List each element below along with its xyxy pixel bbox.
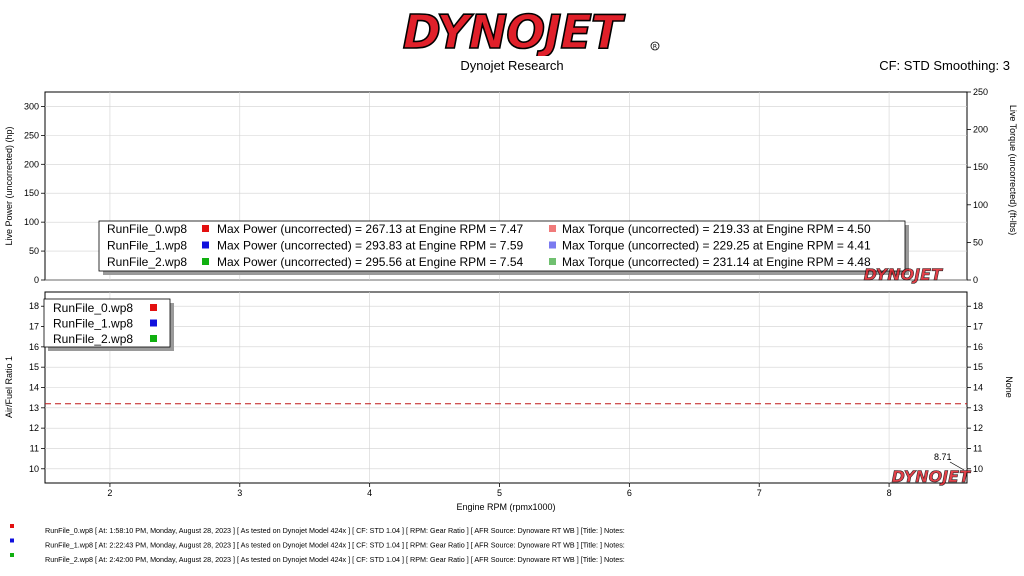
footer-run-info: RunFile_1.wp8 [ At: 2:22:43 PM, Monday, …	[45, 541, 625, 550]
x-tick-label: 4	[367, 488, 372, 498]
legend-max-power: Max Power (uncorrected) = 267.13 at Engi…	[217, 222, 523, 236]
afr-axis-label: Air/Fuel Ratio 1	[4, 356, 14, 418]
power-tick-label: 50	[29, 246, 39, 256]
afr-tick-label: 15	[29, 362, 39, 372]
watermark-upper: DYNOJET	[864, 265, 944, 284]
legend-power-swatch	[202, 225, 209, 232]
dynojet-logo: DYNOJET R	[402, 6, 660, 56]
power-tick-label: 100	[24, 217, 39, 227]
none-tick-label: 17	[973, 322, 983, 332]
svg-text:DYNOJET: DYNOJET	[403, 6, 626, 56]
legend-run-file: RunFile_0.wp8	[107, 222, 187, 236]
torque-tick-label: 250	[973, 87, 988, 97]
legend-power-swatch	[202, 258, 209, 265]
power-tick-label: 0	[34, 275, 39, 285]
none-tick-label: 10	[973, 464, 983, 474]
none-tick-label: 18	[973, 301, 983, 311]
legend-run-file: RunFile_1.wp8	[107, 239, 187, 253]
afr-legend-swatch	[150, 304, 157, 311]
footer-run-info: RunFile_0.wp8 [ At: 1:58:10 PM, Monday, …	[45, 526, 625, 535]
none-tick-label: 14	[973, 383, 983, 393]
afr-tick-label: 17	[29, 322, 39, 332]
torque-tick-label: 150	[973, 162, 988, 172]
footer-run-info: RunFile_2.wp8 [ At: 2:42:00 PM, Monday, …	[45, 555, 625, 564]
max-values-legend: RunFile_0.wp8 Max Power (uncorrected) = 2…	[98, 220, 909, 275]
footer-run-swatch	[10, 524, 14, 528]
none-axis-label: None	[1004, 376, 1014, 398]
afr-tick-label: 10	[29, 464, 39, 474]
torque-tick-label: 50	[973, 237, 983, 247]
power-tick-label: 150	[24, 188, 39, 198]
afr-tick-label: 14	[29, 383, 39, 393]
legend-torque-swatch	[549, 258, 556, 265]
power-axis-label: Live Power (uncorrected) (hp)	[4, 126, 14, 245]
legend-power-swatch	[202, 241, 209, 249]
torque-tick-label: 200	[973, 125, 988, 135]
rpm-axis-label: Engine RPM (rpmx1000)	[456, 502, 555, 512]
afr-legend-box	[43, 298, 171, 348]
afr-tick-label: 16	[29, 342, 39, 352]
svg-text:R: R	[653, 44, 657, 51]
afr-legend-item: RunFile_0.wp8	[53, 301, 133, 315]
afr-legend-item: RunFile_1.wp8	[53, 317, 133, 331]
torque-axis-label: Live Torque (uncorrected) (ft-lbs)	[1008, 105, 1018, 235]
afr-legend-swatch	[150, 335, 157, 342]
x-tick-label: 8	[887, 488, 892, 498]
x-tick-label: 3	[237, 488, 242, 498]
legend-torque-swatch	[549, 241, 556, 249]
legend-run-file: RunFile_2.wp8	[107, 255, 187, 269]
power-tick-label: 300	[24, 101, 39, 111]
x-tick-label: 2	[107, 488, 112, 498]
afr-legend-swatch	[150, 319, 157, 327]
legend-max-power: Max Power (uncorrected) = 295.56 at Engi…	[217, 255, 523, 269]
none-tick-label: 16	[973, 342, 983, 352]
torque-tick-label: 0	[973, 275, 978, 285]
afr-annotation-pointer	[949, 461, 965, 471]
afr-tick-label: 13	[29, 403, 39, 413]
legend-torque-swatch	[549, 225, 556, 232]
none-tick-label: 11	[973, 443, 982, 453]
footer-run-swatch	[10, 538, 14, 543]
afr-tick-label: 11	[30, 443, 39, 453]
x-tick-label: 6	[627, 488, 632, 498]
afr-legend-item: RunFile_2.wp8	[53, 332, 133, 346]
none-tick-label: 13	[973, 403, 983, 413]
legend-box	[98, 220, 906, 272]
cf-smoothing-label: CF: STD Smoothing: 3	[879, 58, 1010, 73]
power-tick-label: 200	[24, 159, 39, 169]
torque-tick-label: 100	[973, 200, 988, 210]
x-tick-label: 7	[757, 488, 762, 498]
afr-tick-label: 12	[29, 423, 39, 433]
footer-run-swatch	[10, 553, 14, 557]
afr-tick-label: 18	[29, 301, 39, 311]
legend-max-power: Max Power (uncorrected) = 293.83 at Engi…	[217, 239, 523, 253]
none-tick-label: 15	[973, 362, 983, 372]
chart-subtitle: Dynojet Research	[460, 58, 564, 73]
legend-max-torque: Max Torque (uncorrected) = 229.25 at Eng…	[562, 239, 871, 253]
power-tick-label: 250	[24, 130, 39, 140]
afr-annotation: 8.71	[934, 452, 952, 462]
x-tick-label: 5	[497, 488, 502, 498]
legend-max-torque: Max Torque (uncorrected) = 231.14 at Eng…	[562, 255, 871, 269]
watermark-lower: DYNOJET	[892, 467, 972, 486]
none-tick-label: 12	[973, 423, 983, 433]
legend-max-torque: Max Torque (uncorrected) = 219.33 at Eng…	[562, 222, 871, 236]
